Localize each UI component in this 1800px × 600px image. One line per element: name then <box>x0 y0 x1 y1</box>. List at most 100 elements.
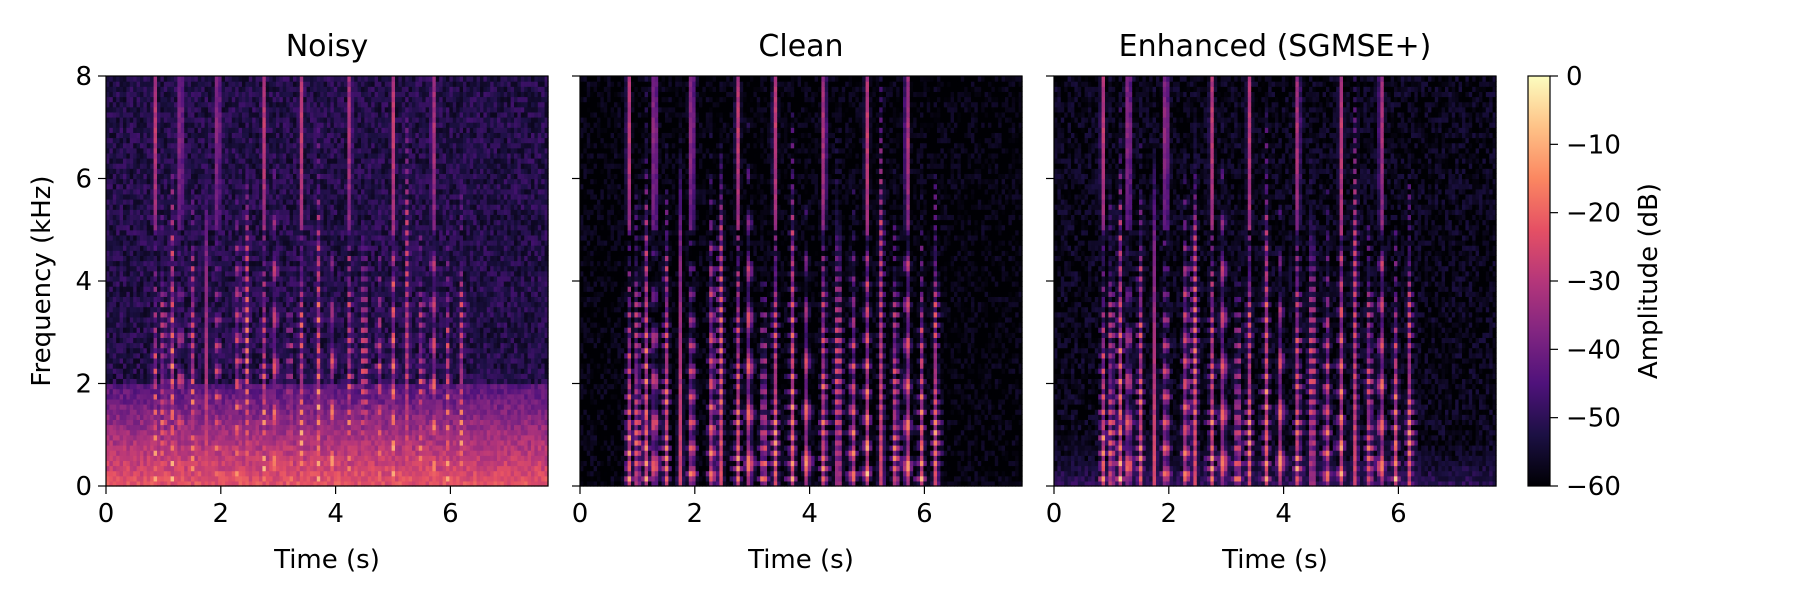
spectrogram-cell <box>129 265 134 272</box>
spectrogram-cell <box>126 214 131 221</box>
spectrogram-cell <box>180 388 185 395</box>
spectrogram-cell <box>157 173 161 180</box>
spectrogram-cell <box>140 168 144 174</box>
spectrogram-cell <box>225 445 229 451</box>
spectrogram-cell <box>136 363 141 369</box>
spectrogram-cell <box>167 322 172 328</box>
spectrogram-cell <box>214 168 219 174</box>
spectrogram-cell <box>170 91 175 98</box>
spectrogram-cell <box>187 363 192 369</box>
spectrogram-cell <box>160 275 165 282</box>
spectrogram-cell <box>180 414 185 420</box>
spectrogram-cell <box>163 219 168 226</box>
spectrogram-cell <box>146 291 151 297</box>
spectrogram-cell <box>218 327 223 333</box>
spectrogram-cell <box>167 240 172 246</box>
spectrogram-cell <box>228 117 233 123</box>
spectrogram-cell <box>211 316 216 323</box>
spectrogram-cell <box>225 76 229 82</box>
spectrogram-cell <box>129 101 134 108</box>
spectrogram-cell <box>146 352 151 359</box>
spectrogram-cell <box>116 352 121 359</box>
spectrogram-cell <box>163 291 168 297</box>
spectrogram-cell <box>231 240 236 246</box>
spectrogram-cell <box>167 455 172 461</box>
spectrogram-cell <box>191 209 195 215</box>
spectrogram-cell <box>146 147 151 154</box>
spectrogram-cell <box>194 368 199 374</box>
spectrogram-cell <box>225 158 229 164</box>
spectrogram-cell <box>184 188 189 195</box>
spectrogram-cell <box>146 332 151 338</box>
spectrogram-cell <box>187 229 192 236</box>
spectrogram-cell <box>170 158 175 164</box>
spectrogram-cell <box>204 342 209 349</box>
spectrogram-cell <box>140 409 144 415</box>
spectrogram-cell <box>119 419 124 426</box>
spectrogram-cell <box>235 127 240 133</box>
spectrogram-cell <box>174 347 178 354</box>
spectrogram-cell <box>160 127 165 133</box>
spectrogram-cell <box>170 163 175 169</box>
spectrogram-cell <box>208 219 212 226</box>
spectrogram-cell <box>140 117 144 123</box>
spectrogram-cell <box>174 245 178 251</box>
spectrogram-cell <box>197 327 202 333</box>
spectrogram-cell <box>214 434 219 441</box>
spectrogram-cell <box>112 286 117 292</box>
spectrogram-cell <box>187 122 192 128</box>
spectrogram-cell <box>133 450 138 456</box>
spectrogram-cell <box>163 368 168 374</box>
spectrogram-cell <box>106 132 110 139</box>
spectrogram-cell <box>126 291 131 297</box>
spectrogram-cell <box>123 260 127 267</box>
spectrogram-cell <box>180 173 185 180</box>
spectrogram-cell <box>116 240 121 246</box>
spectrogram-cell <box>170 250 175 256</box>
spectrogram-cell <box>146 419 151 426</box>
spectrogram-cell <box>218 398 223 405</box>
spectrogram-cell <box>146 234 151 241</box>
spectrogram-cell <box>112 158 117 164</box>
spectrogram-cell <box>167 111 172 118</box>
spectrogram-cell <box>235 388 240 395</box>
spectrogram-cell <box>129 229 134 236</box>
spectrogram-cell <box>157 81 161 87</box>
spectrogram-cell <box>153 465 158 472</box>
spectrogram-cell <box>201 450 206 456</box>
spectrogram-cell <box>184 286 189 292</box>
spectrogram-cell <box>160 460 165 467</box>
spectrogram-cell <box>194 434 199 441</box>
spectrogram-cell <box>225 132 229 139</box>
spectrogram-cell <box>109 368 114 374</box>
spectrogram-cell <box>316 450 321 456</box>
spectrogram-cell <box>235 301 240 308</box>
spectrogram-cell <box>191 419 195 426</box>
spectrogram-cell <box>143 409 148 415</box>
spectrogram-cell <box>150 445 155 451</box>
spectrogram-cell <box>211 127 216 133</box>
spectrogram-cell <box>187 240 192 246</box>
spectrogram-cell <box>235 332 240 338</box>
spectrogram-cell <box>299 337 304 344</box>
spectrogram-cell <box>221 445 226 451</box>
spectrogram-cell <box>119 470 124 477</box>
spectrogram-cell <box>112 465 117 472</box>
spectrogram-cell <box>225 122 229 128</box>
spectrogram-cell <box>140 219 144 226</box>
spectrogram-cell <box>126 173 131 180</box>
spectrogram-cell <box>170 199 175 205</box>
spectrogram-cell <box>245 117 250 123</box>
spectrogram-cell <box>211 209 216 215</box>
spectrogram-cell <box>123 373 127 379</box>
spectrogram-cell <box>116 209 121 215</box>
spectrogram-cell <box>282 327 287 333</box>
spectrogram-cell <box>140 147 144 154</box>
spectrogram-cell <box>112 439 117 446</box>
spectrogram-cell <box>197 245 202 251</box>
spectrogram-cell <box>214 383 219 390</box>
spectrogram-cell <box>201 122 206 128</box>
spectrogram-cell <box>126 111 131 118</box>
spectrogram-cell <box>116 424 121 431</box>
spectrogram-cell <box>123 173 127 180</box>
